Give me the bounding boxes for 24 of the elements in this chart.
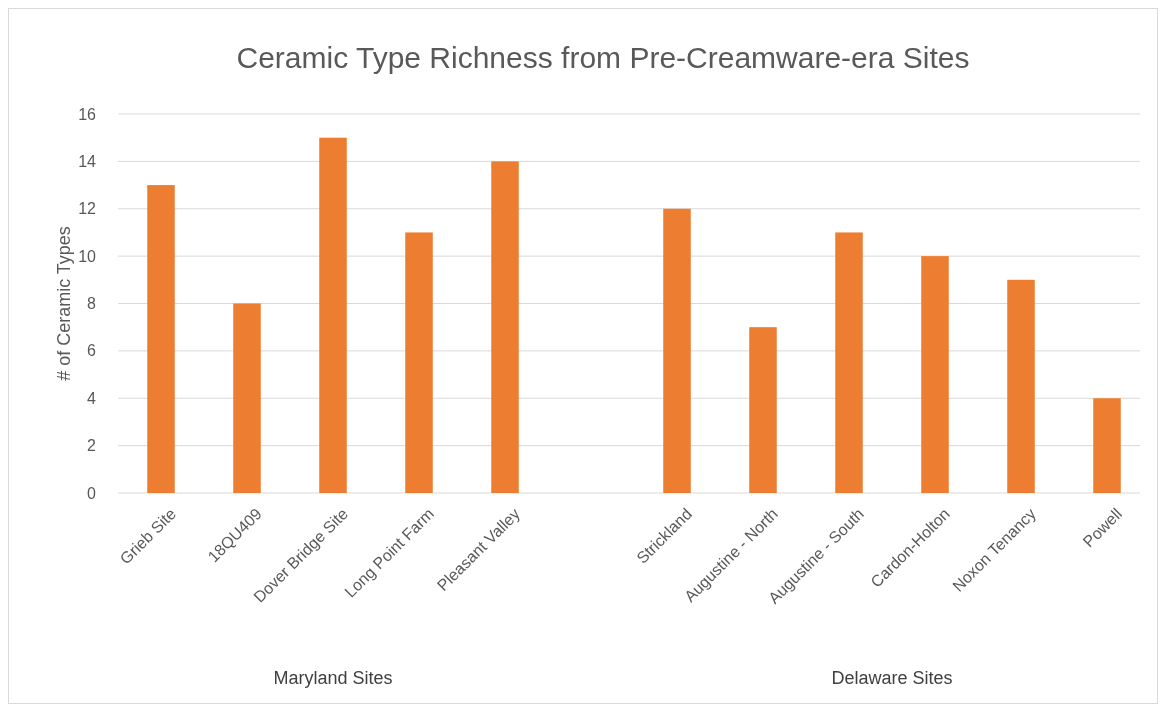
y-tick-label: 4 <box>87 389 97 407</box>
y-tick-label: 10 <box>78 247 97 265</box>
bar <box>1093 398 1121 493</box>
bar <box>663 208 691 493</box>
bar <box>491 161 519 493</box>
y-tick-label: 0 <box>87 484 97 502</box>
bar <box>835 232 863 493</box>
chart-title: Ceramic Type Richness from Pre-Creamware-era Sites <box>236 41 970 74</box>
y-tick-label: 16 <box>78 105 97 123</box>
bar <box>233 303 261 493</box>
y-tick-label: 14 <box>78 152 97 170</box>
bar <box>749 327 777 493</box>
y-axis-title: # of Ceramic Types <box>54 226 74 381</box>
text: Delaware Sites <box>831 668 953 688</box>
bar <box>147 185 175 493</box>
y-tick-label: 12 <box>78 200 97 218</box>
bar <box>921 256 949 493</box>
y-tick-label: 8 <box>87 295 97 313</box>
y-tick-label: 2 <box>87 437 97 455</box>
bar <box>319 137 347 493</box>
text: Maryland Sites <box>273 668 393 688</box>
y-tick-label: 6 <box>87 342 97 360</box>
bar <box>405 232 433 493</box>
bar <box>1007 279 1035 493</box>
